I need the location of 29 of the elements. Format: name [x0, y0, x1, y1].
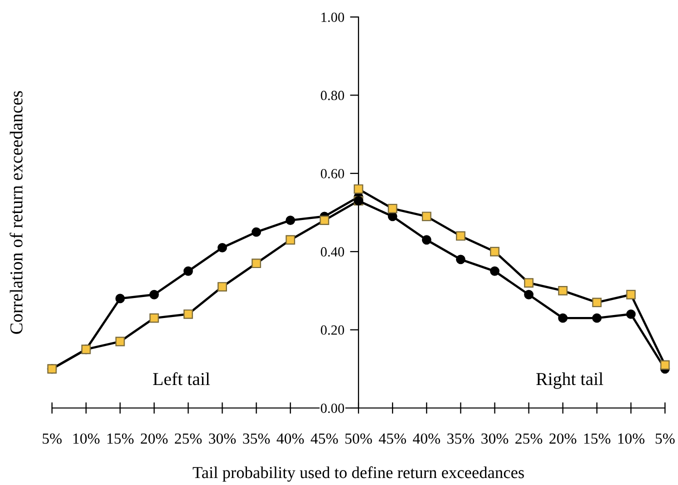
annotation: Left tail — [153, 372, 210, 386]
y-tick-label: 0.80 — [320, 90, 344, 100]
x-tick-label: 5% — [656, 433, 675, 444]
x-tick-label: 20% — [140, 433, 168, 444]
y-tick-label: 0.00 — [320, 404, 344, 414]
x-tick-label: 40% — [412, 433, 440, 444]
x-tick-label: 10% — [618, 433, 644, 444]
x-tick-label: 50% — [345, 433, 372, 444]
x-tick-label: 35% — [447, 433, 474, 444]
x-tick-label: 5% — [42, 433, 62, 444]
x-tick-label: 35% — [243, 433, 270, 444]
x-tick-label: 25% — [174, 433, 202, 444]
x-tick-label: 45% — [310, 433, 338, 444]
y-tick-label: 0.20 — [320, 325, 344, 335]
x-tick-label: 15% — [107, 433, 134, 444]
y-axis-title: Correlation of return exceedances — [10, 91, 23, 334]
x-tick-label: 15% — [584, 433, 610, 444]
x-axis-title: Tail probability used to define return exceedances — [192, 466, 524, 482]
x-tick-label: 40% — [276, 433, 304, 444]
x-tick-label: 20% — [550, 433, 576, 444]
x-tick-label: 10% — [73, 433, 100, 444]
y-tick-label: 1.00 — [322, 12, 344, 22]
x-tick-label: 45% — [378, 433, 406, 444]
x-tick-label: 30% — [209, 433, 236, 444]
y-tick-label: 0.40 — [320, 247, 344, 257]
x-tick-label: 30% — [481, 433, 508, 444]
x-tick-label: 25% — [515, 433, 542, 444]
y-tick-label: 0.60 — [320, 168, 344, 178]
annotation: Right tail — [536, 372, 604, 389]
